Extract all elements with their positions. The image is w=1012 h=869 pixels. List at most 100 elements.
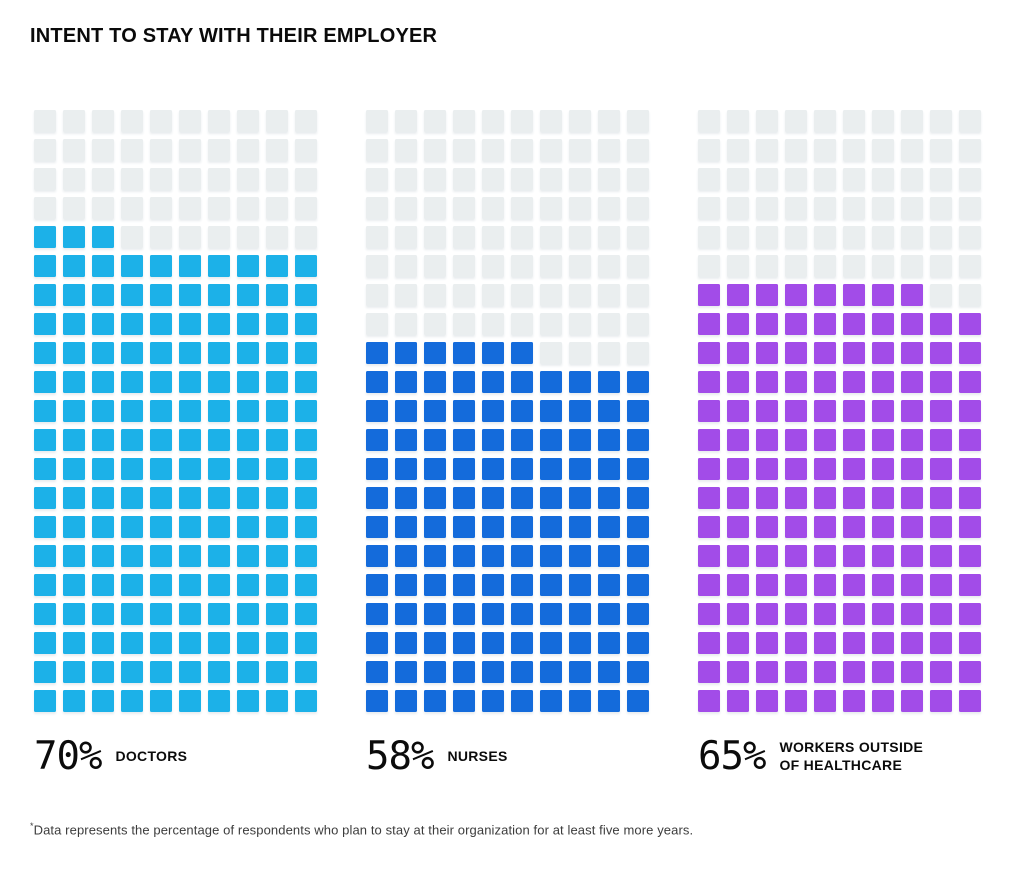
waffle-cell-empty <box>843 255 865 277</box>
waffle-cell-filled <box>121 400 143 422</box>
waffle-cell-empty <box>453 255 475 277</box>
waffle-cell-empty <box>598 342 620 364</box>
waffle-cell-filled <box>266 661 288 683</box>
waffle-cell-filled <box>150 516 172 538</box>
waffle-cell-filled <box>627 574 649 596</box>
waffle-cell-filled <box>901 516 923 538</box>
waffle-cell-filled <box>179 632 201 654</box>
waffle-cell-empty <box>237 139 259 161</box>
waffle-cell-empty <box>453 139 475 161</box>
waffle-cell-filled <box>785 603 807 625</box>
waffle-cell-filled <box>121 487 143 509</box>
waffle-cell-filled <box>569 487 591 509</box>
waffle-cell-empty <box>785 226 807 248</box>
waffle-cell-empty <box>627 110 649 132</box>
waffle-cell-empty <box>150 168 172 190</box>
waffle-cell-filled <box>63 458 85 480</box>
waffle-cell-filled <box>453 458 475 480</box>
waffle-cell-filled <box>785 661 807 683</box>
waffle-cell-filled <box>511 690 533 712</box>
waffle-cell-filled <box>843 690 865 712</box>
waffle-cell-empty <box>959 139 981 161</box>
waffle-cell-filled <box>121 603 143 625</box>
waffle-cell-empty <box>366 313 388 335</box>
waffle-cell-filled <box>540 603 562 625</box>
waffle-cell-empty <box>872 226 894 248</box>
chart-caption-workers: 65% WORKERS OUTSIDE OF HEALTHCARE <box>698 732 981 780</box>
waffle-cell-empty <box>453 284 475 306</box>
waffle-cell-filled <box>63 632 85 654</box>
waffle-cell-filled <box>843 661 865 683</box>
waffle-cell-empty <box>395 168 417 190</box>
waffle-cell-filled <box>698 458 720 480</box>
waffle-cell-empty <box>453 110 475 132</box>
waffle-cell-filled <box>150 342 172 364</box>
waffle-cell-empty <box>395 284 417 306</box>
waffle-cell-empty <box>511 168 533 190</box>
waffle-cell-filled <box>34 632 56 654</box>
waffle-cell-empty <box>569 168 591 190</box>
waffle-cell-empty <box>179 197 201 219</box>
waffle-cell-filled <box>395 603 417 625</box>
waffle-cell-filled <box>627 400 649 422</box>
waffle-cell-filled <box>92 313 114 335</box>
waffle-cell-filled <box>453 632 475 654</box>
waffle-cell-filled <box>179 690 201 712</box>
waffle-cell-filled <box>208 487 230 509</box>
waffle-cell-filled <box>814 690 836 712</box>
waffle-cell-filled <box>150 690 172 712</box>
waffle-cell-filled <box>540 516 562 538</box>
waffle-cell-filled <box>627 516 649 538</box>
category-label-workers: WORKERS OUTSIDE OF HEALTHCARE <box>779 739 924 773</box>
waffle-cell-filled <box>930 661 952 683</box>
waffle-cell-filled <box>208 661 230 683</box>
waffle-cell-filled <box>424 400 446 422</box>
waffle-cell-empty <box>540 313 562 335</box>
waffle-cell-empty <box>424 284 446 306</box>
waffle-cell-filled <box>208 545 230 567</box>
waffle-cell-empty <box>511 197 533 219</box>
waffle-cell-filled <box>814 545 836 567</box>
waffle-cell-empty <box>395 139 417 161</box>
waffle-cell-empty <box>63 110 85 132</box>
waffle-cell-filled <box>179 284 201 306</box>
waffle-cell-filled <box>295 690 317 712</box>
waffle-cell-filled <box>698 342 720 364</box>
waffle-cell-filled <box>208 603 230 625</box>
waffle-cell-filled <box>34 661 56 683</box>
waffle-cell-filled <box>237 255 259 277</box>
waffle-cell-filled <box>756 284 778 306</box>
waffle-cell-empty <box>424 313 446 335</box>
waffle-cell-filled <box>179 516 201 538</box>
waffle-cell-empty <box>424 168 446 190</box>
waffle-cell-filled <box>395 371 417 393</box>
waffle-cell-filled <box>785 458 807 480</box>
waffle-cell-filled <box>92 487 114 509</box>
footnote-asterisk: * <box>30 821 34 831</box>
chart-title: INTENT TO STAY WITH THEIR EMPLOYER <box>30 25 438 47</box>
waffle-cell-filled <box>424 574 446 596</box>
waffle-cell-filled <box>756 458 778 480</box>
waffle-cell-filled <box>727 603 749 625</box>
waffle-cell-filled <box>295 342 317 364</box>
waffle-cell-filled <box>424 429 446 451</box>
waffle-cell-empty <box>843 110 865 132</box>
waffle-cell-empty <box>424 110 446 132</box>
waffle-cell-empty <box>34 139 56 161</box>
waffle-cell-filled <box>237 400 259 422</box>
waffle-cell-filled <box>698 371 720 393</box>
waffle-cell-empty <box>785 255 807 277</box>
waffle-cell-filled <box>901 313 923 335</box>
waffle-cell-filled <box>266 545 288 567</box>
waffle-cell-filled <box>92 371 114 393</box>
waffle-cell-filled <box>756 661 778 683</box>
waffle-cell-empty <box>756 197 778 219</box>
waffle-cell-filled <box>179 545 201 567</box>
waffle-cell-empty <box>237 168 259 190</box>
waffle-cell-filled <box>569 632 591 654</box>
waffle-cell-filled <box>540 371 562 393</box>
waffle-cell-filled <box>150 574 172 596</box>
waffle-cell-filled <box>569 545 591 567</box>
footnote-text: Data represents the percentage of respon… <box>33 822 694 838</box>
waffle-cell-empty <box>92 168 114 190</box>
